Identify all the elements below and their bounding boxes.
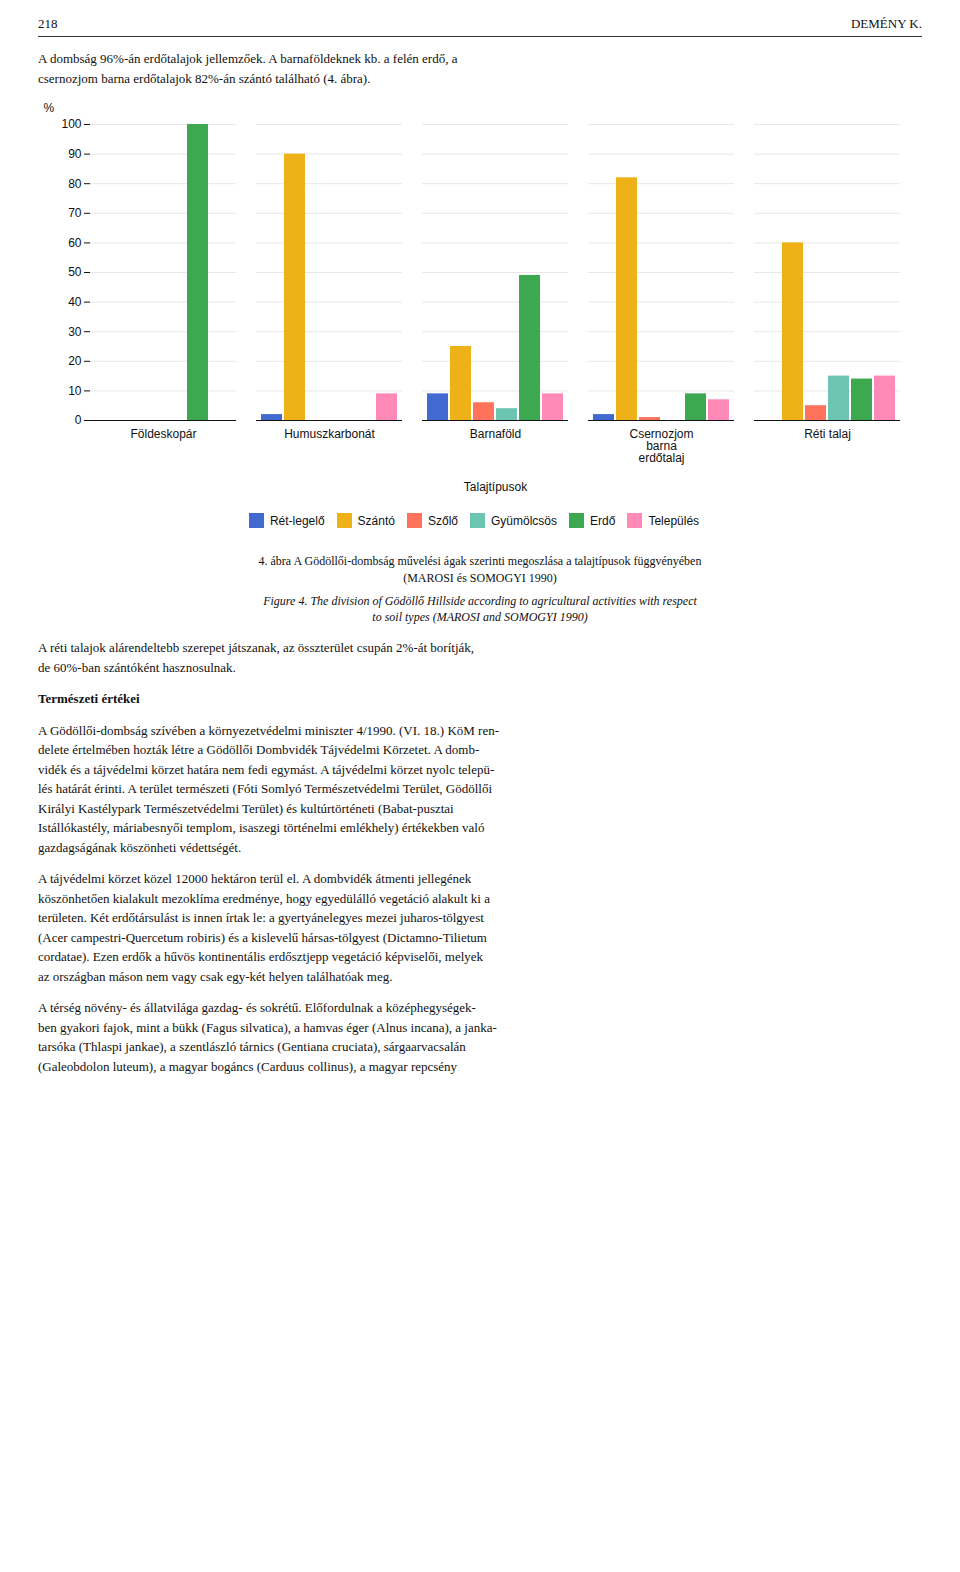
html-text:A Gödöllői-dombság szívében a: A Gödöllői-dombság szívében a környezetv… bbox=[38, 722, 499, 855]
html-text:Figure 4. The division of Gödö: Figure 4. The division of Gödöllő Hillsi… bbox=[263, 593, 697, 625]
html-text:Erdő: Erdő bbox=[590, 513, 616, 528]
html-text:218: 218 bbox=[38, 16, 58, 31]
svg-text:10: 10 bbox=[68, 384, 82, 398]
html-text:A térség növény- és állatvilág: A térség növény- és állatvilága gazdag- … bbox=[38, 1000, 497, 1074]
html-text:Szőlő: Szőlő bbox=[428, 513, 458, 528]
svg-text:Réti talaj: Réti talaj bbox=[804, 427, 851, 441]
html-text:A dombság 96%-án erdőtalajok j: A dombság 96%-án erdőtalajok jellemzőek.… bbox=[38, 51, 458, 86]
svg-text:100: 100 bbox=[61, 117, 81, 131]
svg-text:Csernozjombarnaerdőtalaj: Csernozjombarnaerdőtalaj bbox=[629, 427, 693, 465]
svg-text:40: 40 bbox=[68, 295, 82, 309]
svg-text:Barnaföld: Barnaföld bbox=[470, 427, 521, 441]
html-text:DEMÉNY K.: DEMÉNY K. bbox=[851, 16, 922, 31]
svg-text:30: 30 bbox=[68, 325, 82, 339]
svg-text:Humuszkarbonát: Humuszkarbonát bbox=[284, 427, 375, 441]
svg-text:20: 20 bbox=[68, 354, 82, 368]
html-text:Gyümölcsös: Gyümölcsös bbox=[491, 513, 557, 528]
svg-text:Talajtípusok: Talajtípusok bbox=[464, 480, 528, 494]
html-text:A réti talajok alárendeltebb s: A réti talajok alárendeltebb szerepet já… bbox=[38, 640, 474, 675]
html-text:Rét-legelő: Rét-legelő bbox=[269, 513, 325, 528]
html-text:4. ábra A Gödöllői-dombság műv: 4. ábra A Gödöllői-dombság művelési ágak… bbox=[258, 554, 702, 585]
svg-text:80: 80 bbox=[68, 177, 82, 191]
svg-text:70: 70 bbox=[68, 206, 82, 220]
html-text:Település: Település bbox=[648, 513, 700, 528]
svg-text:0: 0 bbox=[75, 413, 82, 427]
svg-text:90: 90 bbox=[68, 147, 82, 161]
html-text:Szántó: Szántó bbox=[357, 513, 395, 528]
svg-text:%: % bbox=[44, 101, 55, 115]
html-text:A tájvédelmi körzet közel 1200: A tájvédelmi körzet közel 12000 hektáron… bbox=[38, 871, 490, 984]
html-text:Természeti értékei: Természeti értékei bbox=[38, 691, 140, 707]
svg-text:60: 60 bbox=[68, 236, 82, 250]
svg-text:Földeskopár: Földeskopár bbox=[130, 427, 196, 441]
svg-text:50: 50 bbox=[68, 265, 82, 279]
